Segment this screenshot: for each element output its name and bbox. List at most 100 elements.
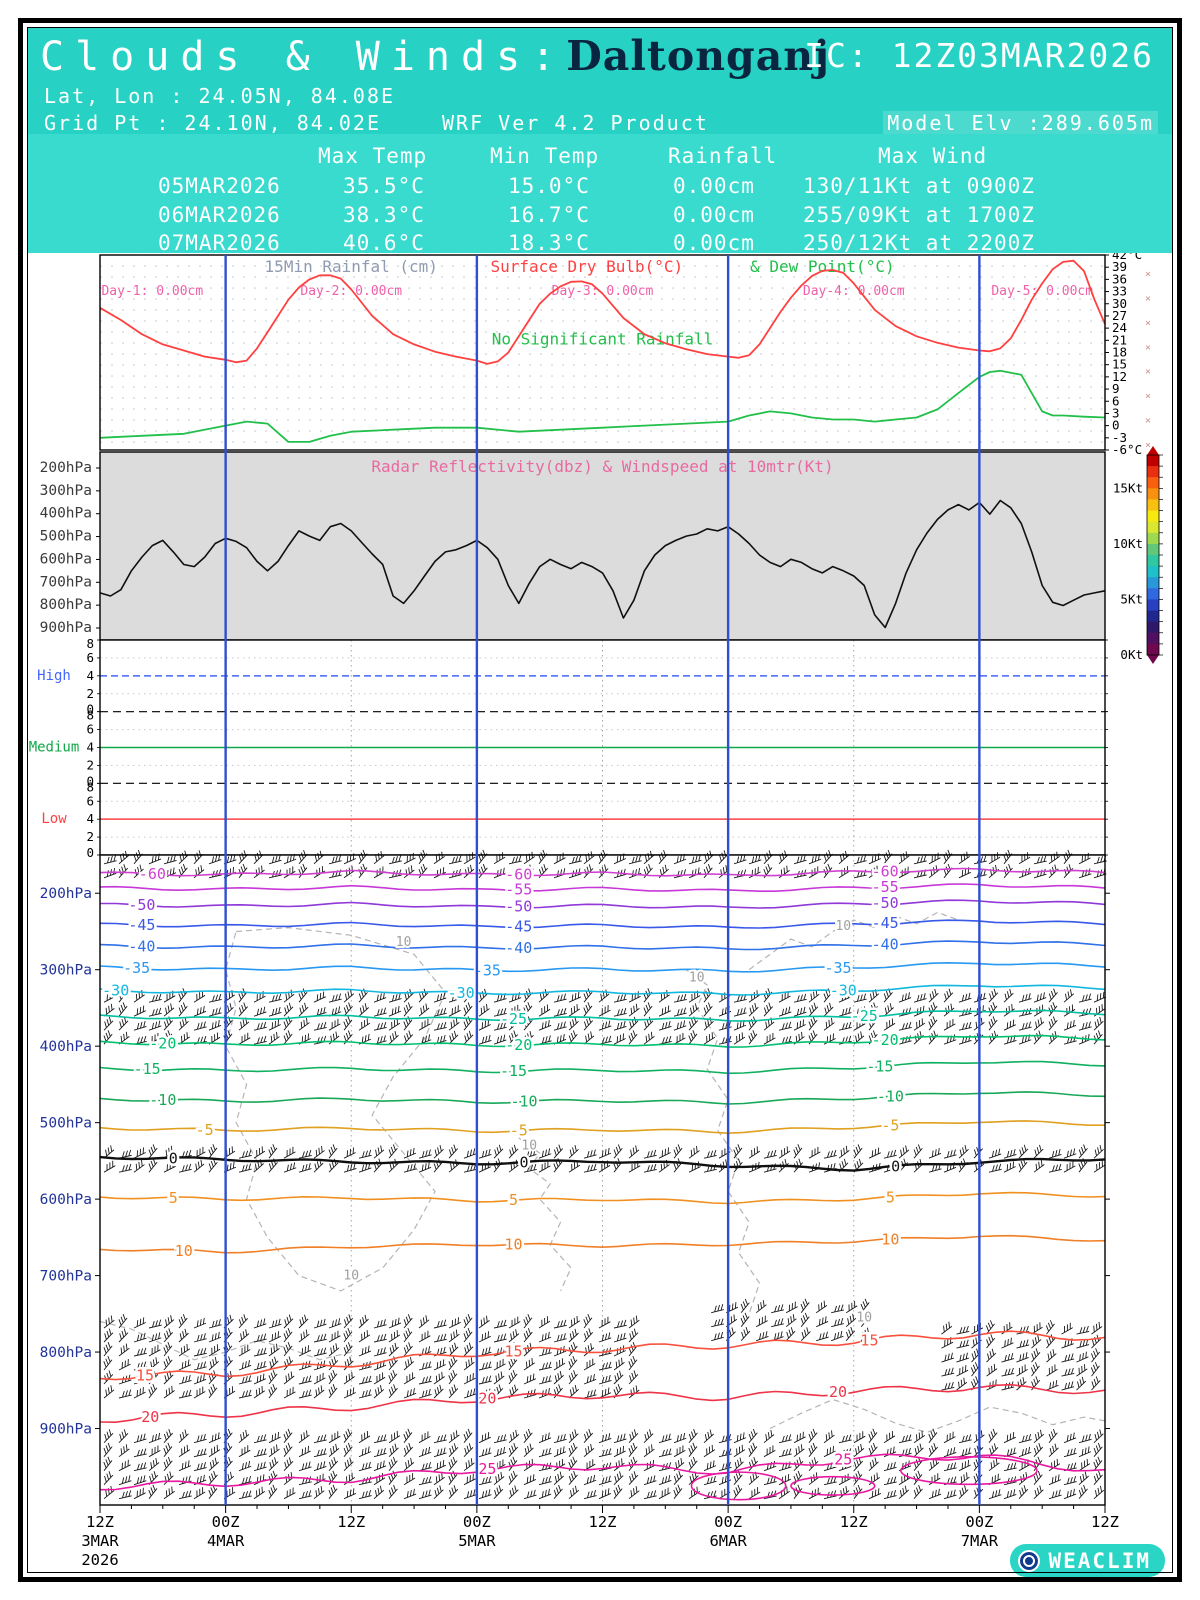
svg-text:12Z: 12Z bbox=[1091, 1513, 1119, 1531]
svg-text:20: 20 bbox=[141, 1408, 159, 1426]
col-header-min-temp: Min Temp bbox=[490, 144, 600, 168]
svg-text:00Z: 00Z bbox=[965, 1513, 993, 1531]
svg-text:10: 10 bbox=[881, 1231, 899, 1249]
model-elevation: Model Elv :289.605m bbox=[883, 111, 1158, 135]
svg-text:5Kt: 5Kt bbox=[1120, 591, 1143, 606]
svg-text:Day-1: 0.00cm: Day-1: 0.00cm bbox=[101, 284, 203, 299]
svg-text:10: 10 bbox=[521, 1139, 537, 1154]
forecast-rainfall: 0.00cm bbox=[673, 174, 755, 198]
svg-text:-5: -5 bbox=[196, 1121, 214, 1139]
svg-text:15Kt: 15Kt bbox=[1113, 480, 1143, 495]
svg-text:-55: -55 bbox=[505, 881, 532, 899]
svg-text:-35: -35 bbox=[474, 961, 501, 979]
svg-text:39: 39 bbox=[1112, 259, 1127, 274]
svg-text:6: 6 bbox=[86, 722, 94, 737]
svg-text:×: × bbox=[1145, 269, 1151, 280]
svg-text:-40: -40 bbox=[872, 935, 899, 953]
svg-text:8: 8 bbox=[86, 636, 94, 651]
svg-text:18: 18 bbox=[1112, 345, 1127, 360]
svg-text:0: 0 bbox=[891, 1158, 900, 1176]
svg-text:-25: -25 bbox=[500, 1010, 527, 1028]
svg-text:7MAR: 7MAR bbox=[961, 1532, 999, 1550]
svg-text:Radar Reflectivity(dbz) & Wind: Radar Reflectivity(dbz) & Windspeed at 1… bbox=[371, 457, 833, 476]
svg-text:-15: -15 bbox=[134, 1060, 161, 1078]
weaclim-brand-text: WEACLIM bbox=[1048, 1548, 1151, 1573]
forecast-rainfall: 0.00cm bbox=[673, 203, 755, 227]
forecast-date: 07MAR2026 bbox=[158, 231, 281, 255]
svg-text:10: 10 bbox=[175, 1242, 193, 1260]
svg-text:6: 6 bbox=[86, 793, 94, 808]
panel-upper-air: -60 -60 -60-55 -55-50 -50 -50-45 -45 -45-40 -40-… bbox=[40, 849, 1110, 1506]
svg-text:-45: -45 bbox=[872, 914, 899, 932]
svg-text:-55: -55 bbox=[872, 878, 899, 896]
svg-text:-60: -60 bbox=[505, 865, 532, 883]
svg-text:12: 12 bbox=[1112, 369, 1127, 384]
svg-text:200hPa: 200hPa bbox=[40, 460, 92, 476]
svg-text:-60: -60 bbox=[139, 865, 166, 883]
svg-text:×: × bbox=[1145, 294, 1151, 305]
svg-text:600hPa: 600hPa bbox=[40, 1192, 92, 1208]
svg-text:15: 15 bbox=[1112, 357, 1127, 372]
svg-text:15: 15 bbox=[860, 1331, 878, 1349]
svg-text:800hPa: 800hPa bbox=[40, 1345, 92, 1361]
grid-point: Grid Pt : 24.10N, 84.02E bbox=[44, 111, 381, 135]
header: Clouds & Winds:Daltonganj IC: 12Z03MAR202… bbox=[28, 28, 1172, 135]
svg-text:9: 9 bbox=[1112, 381, 1120, 396]
forecast-max-wind: 250/12Kt at 2200Z bbox=[803, 231, 1035, 255]
svg-text:-15: -15 bbox=[866, 1057, 893, 1075]
svg-text:-30: -30 bbox=[830, 982, 857, 1000]
svg-text:20: 20 bbox=[829, 1383, 847, 1401]
svg-text:-10: -10 bbox=[149, 1091, 176, 1109]
forecast-table: Max Temp Min Temp Rainfall Max Wind 05MA… bbox=[28, 134, 1172, 255]
svg-text:Day-2: 0.00cm: Day-2: 0.00cm bbox=[300, 284, 402, 299]
svg-text:-60: -60 bbox=[872, 862, 899, 880]
forecast-min-temp: 15.0°C bbox=[508, 174, 590, 198]
svg-text:900hPa: 900hPa bbox=[40, 620, 92, 636]
svg-text:2: 2 bbox=[86, 829, 94, 844]
svg-text:10: 10 bbox=[835, 919, 851, 934]
svg-text:300hPa: 300hPa bbox=[40, 963, 92, 979]
grid-line: Grid Pt : 24.10N, 84.02E WRF Ver 4.2 Prod… bbox=[44, 111, 1164, 135]
svg-text:Surface Dry Bulb(°C): Surface Dry Bulb(°C) bbox=[490, 257, 683, 276]
forecast-min-temp: 16.7°C bbox=[508, 203, 590, 227]
svg-text:300hPa: 300hPa bbox=[40, 483, 92, 499]
svg-text:No Significant Rainfall: No Significant Rainfall bbox=[492, 329, 714, 348]
svg-text:2: 2 bbox=[86, 757, 94, 772]
weaclim-target-icon bbox=[1018, 1549, 1041, 1572]
svg-text:10: 10 bbox=[396, 935, 412, 950]
col-header-max-wind: Max Wind bbox=[878, 144, 988, 168]
svg-text:-6°C: -6°C bbox=[1112, 442, 1142, 457]
svg-text:27: 27 bbox=[1112, 308, 1127, 323]
svg-text:-5: -5 bbox=[510, 1122, 528, 1140]
svg-text:0Kt: 0Kt bbox=[1120, 647, 1143, 662]
svg-text:6MAR: 6MAR bbox=[709, 1532, 747, 1550]
svg-text:8: 8 bbox=[86, 779, 94, 794]
station-name: Daltonganj bbox=[566, 32, 830, 80]
forecast-max-temp: 35.5°C bbox=[343, 174, 425, 198]
svg-text:×: × bbox=[1145, 391, 1151, 402]
svg-text:5: 5 bbox=[886, 1188, 895, 1206]
svg-text:-20: -20 bbox=[149, 1035, 176, 1053]
svg-text:Day-4: 0.00cm: Day-4: 0.00cm bbox=[803, 284, 905, 299]
svg-text:5MAR: 5MAR bbox=[458, 1532, 496, 1550]
svg-text:-45: -45 bbox=[505, 917, 532, 935]
svg-text:00Z: 00Z bbox=[714, 1513, 742, 1531]
forecast-max-temp: 38.3°C bbox=[343, 203, 425, 227]
panel-radar-wind: Radar Reflectivity(dbz) & Windspeed at 1… bbox=[40, 446, 1163, 664]
svg-text:-35: -35 bbox=[825, 959, 852, 977]
panel-surface: 15Min Rainfal (cm) Surface Dry Bulb(°C) & … bbox=[99, 247, 1151, 457]
weaclim-logo: WEACLIM bbox=[1010, 1544, 1165, 1577]
svg-text:10Kt: 10Kt bbox=[1113, 536, 1143, 551]
col-header-rainfall: Rainfall bbox=[668, 144, 778, 168]
svg-text:-50: -50 bbox=[505, 897, 532, 915]
svg-text:700hPa: 700hPa bbox=[40, 1269, 92, 1285]
svg-text:5: 5 bbox=[169, 1189, 178, 1207]
svg-text:-30: -30 bbox=[448, 984, 475, 1002]
svg-text:10: 10 bbox=[504, 1236, 522, 1254]
svg-text:00Z: 00Z bbox=[212, 1513, 240, 1531]
svg-text:36: 36 bbox=[1112, 271, 1127, 286]
forecast-max-wind: 255/09Kt at 1700Z bbox=[803, 203, 1035, 227]
svg-text:0: 0 bbox=[86, 773, 94, 788]
